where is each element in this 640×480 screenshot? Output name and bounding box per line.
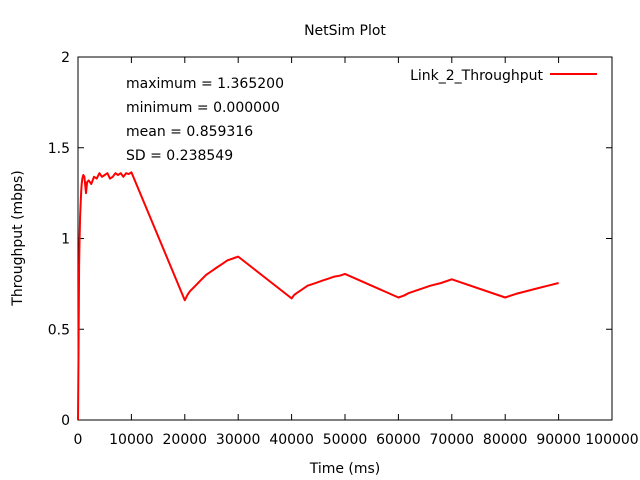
x-axis-label: Time (ms) (309, 461, 381, 477)
x-tick-label: 50000 (323, 432, 368, 448)
y-tick-label: 0.5 (48, 322, 70, 338)
y-tick-label: 1.5 (48, 141, 70, 157)
legend: Link_2_Throughput (410, 68, 597, 84)
x-tick-label: 100000 (585, 432, 638, 448)
chart-title: NetSim Plot (304, 23, 386, 39)
series-group (77, 171, 559, 421)
annotation-mean: mean = 0.859316 (126, 124, 253, 140)
x-tick-label: 0 (74, 432, 83, 448)
x-axis-ticks: 0 10000 20000 30000 40000 50000 60000 70000 8000… (74, 57, 639, 448)
x-tick-label: 20000 (163, 432, 208, 448)
y-tick-label: 1 (61, 232, 70, 248)
x-tick-label: 40000 (269, 432, 314, 448)
y-tick-label: 2 (61, 50, 70, 66)
x-tick-label: 90000 (536, 432, 581, 448)
y-axis-ticks: 0 0.5 1 1.5 2 (48, 50, 612, 429)
x-tick-label: 60000 (376, 432, 421, 448)
series-line-link-2-throughput (77, 171, 559, 421)
legend-label: Link_2_Throughput (410, 68, 543, 84)
x-tick-label: 80000 (483, 432, 528, 448)
annotation-sd: SD = 0.238549 (126, 148, 233, 164)
y-axis-label: Throughput (mbps) (10, 170, 26, 306)
y-tick-label: 0 (61, 413, 70, 429)
annotation-minimum: minimum = 0.000000 (126, 100, 280, 116)
x-tick-label: 30000 (216, 432, 261, 448)
x-tick-label: 70000 (430, 432, 475, 448)
x-tick-label: 10000 (109, 432, 154, 448)
annotation-maximum: maximum = 1.365200 (126, 76, 284, 92)
stats-annotations: maximum = 1.365200 minimum = 0.000000 me… (126, 76, 284, 164)
